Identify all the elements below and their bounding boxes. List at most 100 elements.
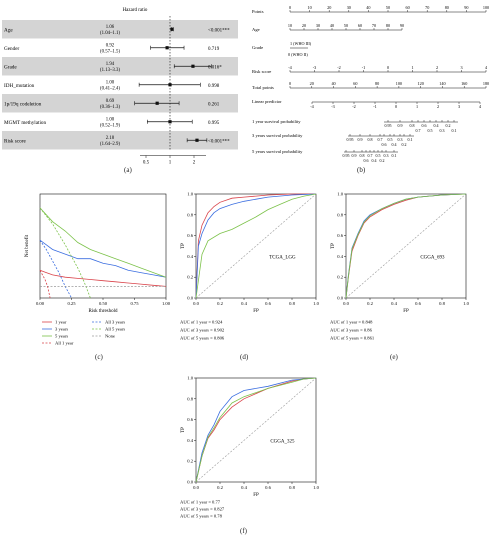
- x-tick-label: 0.4: [241, 485, 247, 490]
- x-axis-label: Risk threshold: [88, 309, 118, 314]
- forest-hr-value: 1.00: [106, 117, 115, 122]
- panel-label-e: (e): [390, 353, 398, 361]
- risk-tick-label: 2: [436, 65, 438, 70]
- x-tick-label: 0.0: [193, 301, 199, 306]
- forest-hr-value: 1.94: [106, 62, 115, 67]
- forest-row-band: [2, 20, 238, 39]
- series-line-5-years: [39, 207, 167, 278]
- age-tick-label: 50: [344, 23, 348, 28]
- nomogram-row-label: 1 year survival probability: [252, 119, 301, 124]
- forest-hr-value: 1.06: [106, 25, 115, 30]
- age-tick-label: 70: [372, 23, 376, 28]
- forest-p-value: 0.016*: [208, 65, 222, 70]
- survival-5y-tick-label: 0.1: [392, 153, 397, 158]
- points-tick-label: 30: [347, 5, 351, 10]
- y-tick-label: 1.0: [187, 192, 193, 197]
- plot-frame: [345, 193, 467, 299]
- x-tick-label: 0.6: [265, 485, 271, 490]
- forest-plot: Hazard ratio Age 1.06(1.04–1.1) <0.001*** G…: [2, 8, 238, 166]
- nomogram-row-label: Grade: [252, 45, 263, 50]
- survival-1y-tick-label: 0.3: [440, 128, 445, 133]
- forest-p-value: <0.001***: [208, 139, 230, 144]
- total-tick-label: 20: [310, 81, 314, 86]
- legend-label: None: [105, 334, 115, 339]
- linear-predictor-tick-label: 0: [395, 104, 397, 109]
- y-tick-label: 0.0: [337, 296, 343, 301]
- forest-x-tick-label: 0.5: [143, 161, 150, 166]
- grade-label-who3: 1 (WHO III): [290, 41, 312, 46]
- legend-label: AUC of 1 year = 0.848: [330, 320, 373, 325]
- series-line-all-5-years: [39, 207, 91, 299]
- legend-label: All 1 year: [55, 341, 74, 346]
- legend-label: AUC of 1 year = 0.924: [180, 320, 223, 325]
- roc-diagonal-line: [195, 377, 317, 483]
- y-tick-label: 0.0: [187, 296, 193, 301]
- nomogram-row-label: Risk score: [252, 69, 271, 74]
- points-tick-label: 50: [386, 5, 390, 10]
- panel-label-b: (b): [357, 166, 366, 174]
- x-tick-label: 0.50: [99, 301, 108, 306]
- x-tick-label: 0.0: [193, 485, 199, 490]
- x-tick-label: 0.25: [67, 301, 76, 306]
- x-tick-label: 1.00: [162, 301, 171, 306]
- forest-variable-label: Risk score: [4, 138, 26, 144]
- forest-ci-value: (0.41–2.4): [100, 86, 120, 91]
- survival-3y-tick-label: 0.5: [388, 137, 393, 142]
- survival-3y-tick-label: 0.7: [378, 137, 383, 142]
- forest-variable-label: Gender: [4, 46, 20, 52]
- survival-5y-tick-label: 0.3: [384, 153, 389, 158]
- y-tick-label: 0.2: [337, 275, 343, 280]
- forest-hr-value: 1.00: [106, 80, 115, 85]
- y-tick-label: 0.8: [187, 396, 193, 401]
- points-tick-label: 10: [308, 5, 312, 10]
- survival-3y-tick-label: 0.4: [392, 142, 397, 147]
- x-tick-label: 0.8: [439, 301, 445, 306]
- forest-p-value: 0.998: [208, 84, 220, 89]
- points-tick-label: 90: [464, 5, 468, 10]
- total-tick-label: 40: [331, 81, 335, 86]
- y-tick-label: 0.6: [187, 417, 193, 422]
- linear-predictor-tick-label: -4: [310, 104, 314, 109]
- risk-tick-label: -1: [362, 65, 366, 70]
- panel-label-d: (d): [240, 353, 249, 361]
- survival-5y-tick-label: 0.95: [343, 153, 350, 158]
- nomogram-row-label: Total points: [252, 85, 274, 90]
- x-tick-label: 0.2: [217, 485, 223, 490]
- series-line-auc-of-5-years-0-806: [195, 193, 317, 299]
- legend-label: 5 years: [55, 334, 68, 339]
- nomogram-row-label: Linear predictor: [252, 99, 282, 104]
- survival-1y-tick-label: 0.1: [452, 128, 457, 133]
- points-tick-label: 70: [425, 5, 429, 10]
- roc-chart-tcga-lgg: 0.0 0.2 0.4 0.6 0.8 1.0 0.0 0.2 0.4 0.6 0.8 1.0 FP TP…: [180, 192, 320, 341]
- series-line-all-1-year: [39, 270, 51, 299]
- survival-1y-tick-label: 0.95: [385, 123, 392, 128]
- plot-frame: [39, 193, 167, 299]
- plot-frame: [195, 377, 317, 483]
- x-tick-label: 1.0: [463, 301, 469, 306]
- points-tick-label: 80: [445, 5, 449, 10]
- forest-p-value: 0.261: [208, 102, 220, 107]
- x-tick-label: 0.8: [289, 485, 295, 490]
- series-line-auc-of-3-years-0-902: [195, 193, 317, 299]
- y-tick-label: 0.8: [187, 212, 193, 217]
- series-line-auc-of-5-years-0-861: [345, 193, 467, 299]
- linear-predictor-tick-label: -2: [352, 104, 356, 109]
- survival-3y-tick-label: 0.9: [358, 137, 363, 142]
- nomogram-row-label: Points: [252, 9, 264, 14]
- series-line-3-years: [39, 239, 167, 278]
- total-tick-label: 100: [396, 81, 402, 86]
- forest-hr-marker: [155, 101, 159, 105]
- forest-ci-value: (1.64–2.9): [100, 142, 120, 147]
- legend-label: AUC of 3 years = 0.86: [330, 328, 373, 333]
- risk-tick-label: 1: [411, 65, 413, 70]
- y-tick-label: 0.8: [337, 212, 343, 217]
- forest-row-band: [2, 94, 238, 113]
- forest-ci-value: (1.04–1.1): [100, 31, 120, 36]
- x-tick-label: 1.0: [313, 485, 319, 490]
- forest-variable-label: Age: [4, 27, 13, 33]
- x-tick-label: 0.00: [36, 301, 45, 306]
- total-tick-label: 120: [418, 81, 424, 86]
- total-tick-label: 60: [353, 81, 357, 86]
- y-axis-label: TP: [181, 427, 186, 433]
- nomogram-row-label: Age: [252, 27, 260, 32]
